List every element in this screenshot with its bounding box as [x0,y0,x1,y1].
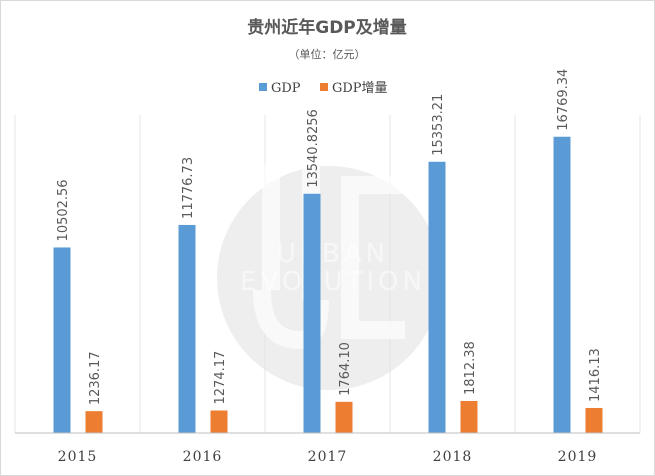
data-label-gdp-increment-2019: 1416.13 [588,348,603,402]
data-label-gdp-2019: 16769.34 [556,69,571,131]
watermark-text-urban: URBAN [277,239,389,269]
watermark-text-evolution: EVOLUTION [240,267,426,297]
bar-gdp-increment-2018 [460,400,478,433]
data-label-gdp-2018: 15353.21 [431,94,446,156]
bar-gdp-2016 [178,224,196,433]
legend-label-gdp: GDP [271,81,301,96]
grid [14,115,641,433]
bar-gdp-increment-2016 [210,410,228,433]
x-tick-label-2016: 2016 [183,449,223,465]
bars [53,136,603,434]
data-label-gdp-increment-2018: 1812.38 [463,341,478,395]
legend: GDP GDP增量 [259,81,388,96]
bar-gdp-increment-2015 [85,411,103,433]
chart-subtitle: （单位：亿元） [289,47,366,61]
bar-gdp-2015 [53,247,71,433]
legend-swatch-gdp-increment [320,83,328,91]
legend-label-gdp-increment: GDP增量 [332,81,388,96]
legend-swatch-gdp [259,83,267,91]
data-label-gdp-increment-2017: 1764.10 [338,342,353,396]
data-label-gdp-2015: 10502.56 [56,179,71,241]
x-axis-ticks: 2015 2016 2017 2018 2019 [58,449,598,465]
watermark-letter-stroke [262,165,280,290]
data-label-gdp-2016: 11776.73 [181,157,196,219]
bar-gdp-2018 [428,161,446,434]
data-label-gdp-increment-2015: 1236.17 [88,351,103,405]
watermark-letter-e [341,176,410,339]
data-label-gdp-increment-2016: 1274.17 [213,351,228,405]
x-tick-label-2019: 2019 [558,449,598,465]
urban-evolution-watermark-logo: URBAN EVOLUTION [217,165,441,390]
bar-gdp-increment-2019 [585,407,603,433]
chart-title: 贵州近年GDP及增量 [247,17,407,38]
x-tick-label-2015: 2015 [58,449,98,465]
bar-gdp-2019 [553,136,571,434]
bar-gdp-increment-2017 [335,401,353,433]
x-tick-label-2017: 2017 [308,449,348,465]
data-label-gdp-2017: 13540.8256 [306,109,321,188]
data-labels: 10502.56 1236.17 11776.73 1274.17 13540.8256… [56,69,603,405]
x-tick-label-2018: 2018 [433,449,473,465]
bar-gdp-2017 [303,193,321,433]
